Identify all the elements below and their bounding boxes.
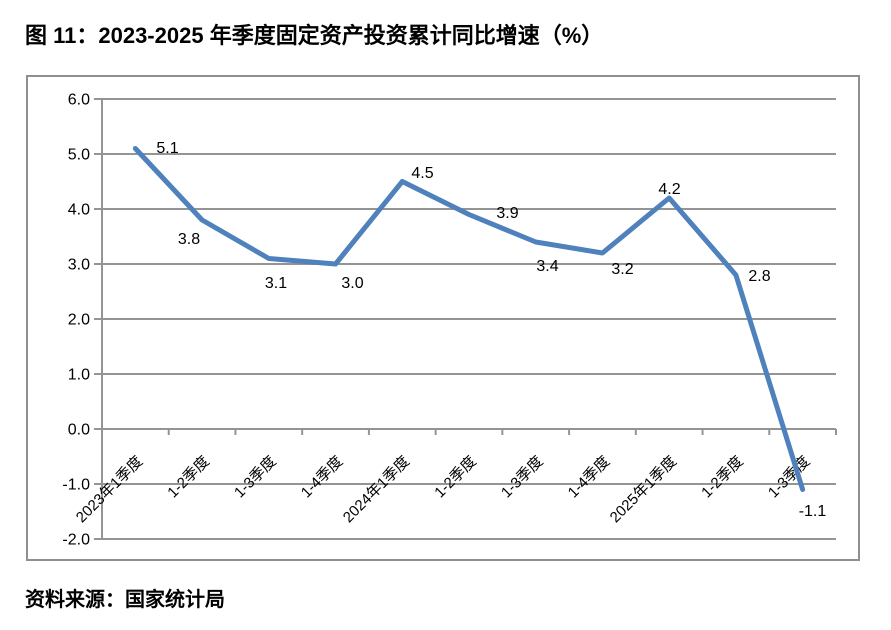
y-tick-label: 5.0	[68, 147, 90, 164]
source-note: 资料来源：国家统计局	[25, 589, 225, 611]
x-tick-label: 1-2季度	[431, 453, 480, 502]
y-tick-label: 2.0	[68, 312, 90, 329]
y-tick-label: 6.0	[68, 92, 90, 109]
x-tick-label: 2024年1季度	[340, 453, 413, 526]
chart-container: 6.0 5.0 4.0 3.0 2.0 1.0 0.0 -1.0 -2.0 2023年1季度 1-2…	[26, 75, 860, 561]
x-tick-label: 1-3季度	[498, 453, 547, 502]
data-label: 2.8	[748, 268, 770, 285]
data-label: 4.5	[411, 165, 433, 182]
data-label: 3.1	[265, 275, 287, 292]
data-label: 3.9	[496, 205, 518, 222]
y-tick-label: 1.0	[68, 367, 90, 384]
y-tick-label: 0.0	[68, 422, 90, 439]
x-tick-label: 2025年1季度	[607, 453, 680, 526]
y-tick-label: 4.0	[68, 202, 90, 219]
trend-line	[132, 146, 806, 492]
data-label: 3.2	[611, 261, 633, 278]
y-tick-label: 3.0	[68, 257, 90, 274]
data-label: 5.1	[156, 140, 178, 157]
x-tick-label: 1-4季度	[298, 453, 347, 502]
y-tick-label: -2.0	[62, 532, 90, 549]
figure-title: 图 11：2023-2025 年季度固定资产投资累计同比增速（%）	[25, 23, 604, 48]
data-label: 3.4	[536, 258, 558, 275]
data-label: 3.8	[178, 231, 200, 248]
data-label: 4.2	[658, 181, 680, 198]
y-tick-label: -1.0	[62, 477, 90, 494]
data-label: 3.0	[341, 275, 363, 292]
x-tick-label: 1-2季度	[164, 453, 213, 502]
x-tick-label: 1-3季度	[765, 453, 814, 502]
x-tick-label: 1-2季度	[698, 453, 747, 502]
x-tick-label: 1-3季度	[231, 453, 280, 502]
data-label: -1.1	[799, 503, 827, 520]
x-tick-label: 1-4季度	[565, 453, 614, 502]
